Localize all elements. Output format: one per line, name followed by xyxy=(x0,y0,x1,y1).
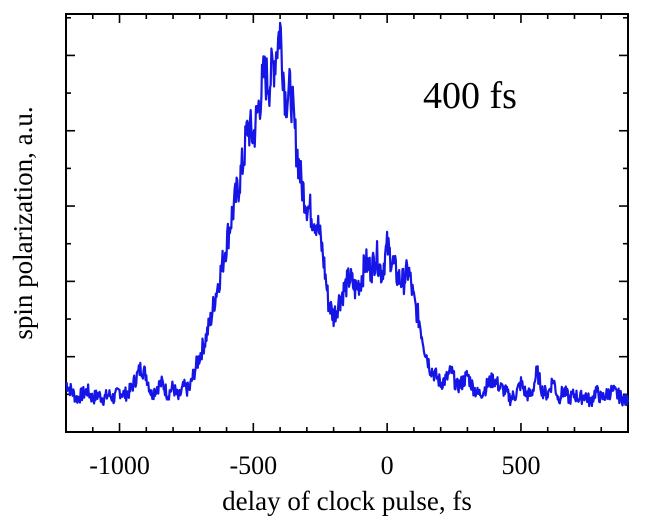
series-line xyxy=(65,21,630,408)
plot-frame xyxy=(65,13,629,433)
x-tick-label: -500 xyxy=(229,451,277,480)
y-axis-title: spin polarization, a.u. xyxy=(8,106,38,339)
x-tick-label: 0 xyxy=(381,451,394,480)
x-axis-title: delay of clock pulse, fs xyxy=(222,486,472,516)
x-tick-label: 500 xyxy=(501,451,540,480)
axis-ticks xyxy=(65,14,629,433)
x-tick-labels: -1000 -500 0 500 xyxy=(89,451,540,480)
annotation-400fs: 400 fs xyxy=(423,75,517,117)
x-tick-label: -1000 xyxy=(89,451,150,480)
